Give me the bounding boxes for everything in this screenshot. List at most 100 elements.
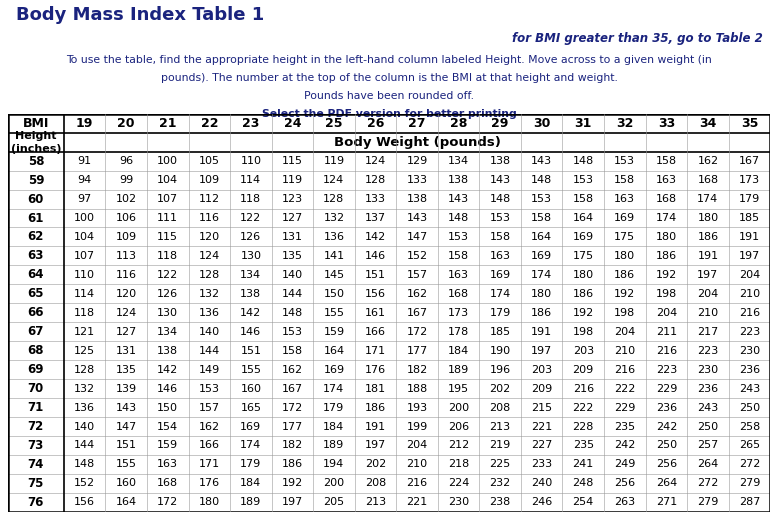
Text: 271: 271 — [656, 497, 677, 507]
Text: Body Mass Index Table 1: Body Mass Index Table 1 — [16, 6, 264, 24]
Text: 221: 221 — [406, 497, 428, 507]
Text: 134: 134 — [240, 270, 261, 280]
Text: 224: 224 — [448, 478, 469, 489]
Text: 138: 138 — [406, 194, 428, 204]
Text: 143: 143 — [531, 156, 552, 166]
Text: 69: 69 — [27, 363, 44, 376]
Text: 163: 163 — [448, 270, 469, 280]
Text: 185: 185 — [739, 213, 760, 223]
Text: 140: 140 — [198, 327, 220, 337]
Text: 127: 127 — [116, 327, 137, 337]
Text: 221: 221 — [531, 421, 552, 432]
Text: 145: 145 — [324, 270, 345, 280]
Text: 166: 166 — [199, 440, 220, 450]
Text: 199: 199 — [406, 421, 428, 432]
Text: Select the PDF version for better printing: Select the PDF version for better printi… — [261, 109, 517, 119]
Text: 238: 238 — [489, 497, 511, 507]
Text: 107: 107 — [157, 194, 178, 204]
Text: 250: 250 — [656, 440, 677, 450]
Text: 172: 172 — [157, 497, 178, 507]
Text: 256: 256 — [615, 478, 636, 489]
Text: 119: 119 — [324, 156, 345, 166]
Text: 215: 215 — [531, 403, 552, 413]
Text: 160: 160 — [116, 478, 137, 489]
Text: 20: 20 — [117, 117, 135, 130]
Text: 180: 180 — [198, 497, 220, 507]
Text: 138: 138 — [489, 156, 510, 166]
Text: 206: 206 — [448, 421, 469, 432]
Text: 249: 249 — [614, 460, 636, 469]
Text: 223: 223 — [697, 346, 719, 356]
Text: 208: 208 — [489, 403, 511, 413]
Text: 162: 162 — [282, 364, 303, 375]
Text: 142: 142 — [240, 308, 261, 318]
Text: 203: 203 — [531, 364, 552, 375]
Text: 151: 151 — [240, 346, 261, 356]
Text: 153: 153 — [531, 194, 552, 204]
Text: 177: 177 — [282, 421, 303, 432]
Text: 265: 265 — [739, 440, 760, 450]
Text: 128: 128 — [324, 194, 345, 204]
Text: 180: 180 — [573, 270, 594, 280]
Text: 153: 153 — [573, 175, 594, 185]
Text: 229: 229 — [656, 384, 677, 393]
Text: 155: 155 — [240, 364, 261, 375]
Text: 153: 153 — [282, 327, 303, 337]
Text: 157: 157 — [198, 403, 220, 413]
Text: 152: 152 — [74, 478, 95, 489]
Text: 138: 138 — [240, 289, 261, 299]
Text: 147: 147 — [406, 232, 428, 242]
Text: 182: 182 — [282, 440, 303, 450]
Text: 272: 272 — [697, 478, 719, 489]
Text: 217: 217 — [697, 327, 719, 337]
Text: 193: 193 — [406, 403, 428, 413]
Text: 135: 135 — [116, 364, 137, 375]
Text: 116: 116 — [116, 270, 137, 280]
Text: 22: 22 — [201, 117, 218, 130]
Text: 248: 248 — [573, 478, 594, 489]
Text: 198: 198 — [573, 327, 594, 337]
Text: 150: 150 — [324, 289, 345, 299]
Text: 236: 236 — [739, 364, 760, 375]
Text: 63: 63 — [28, 249, 44, 263]
Text: 150: 150 — [157, 403, 178, 413]
Text: 184: 184 — [448, 346, 469, 356]
Text: 204: 204 — [406, 440, 428, 450]
Text: 227: 227 — [531, 440, 552, 450]
Text: 132: 132 — [324, 213, 345, 223]
Text: 181: 181 — [365, 384, 386, 393]
Text: 279: 279 — [697, 497, 719, 507]
Text: 143: 143 — [489, 175, 510, 185]
Text: 168: 168 — [448, 289, 469, 299]
Text: 132: 132 — [198, 289, 220, 299]
Text: 172: 172 — [406, 327, 428, 337]
Text: 174: 174 — [656, 213, 677, 223]
Text: 169: 169 — [531, 251, 552, 261]
Text: 75: 75 — [28, 477, 44, 490]
Text: 131: 131 — [116, 346, 137, 356]
Text: 130: 130 — [157, 308, 178, 318]
Text: 162: 162 — [406, 289, 428, 299]
Text: 72: 72 — [28, 420, 44, 433]
Text: 163: 163 — [157, 460, 178, 469]
Text: 160: 160 — [240, 384, 261, 393]
Text: 250: 250 — [697, 421, 718, 432]
Text: 186: 186 — [365, 403, 386, 413]
Text: 118: 118 — [240, 194, 261, 204]
Text: 164: 164 — [116, 497, 137, 507]
Text: 139: 139 — [116, 384, 137, 393]
Text: 236: 236 — [656, 403, 677, 413]
Text: 128: 128 — [74, 364, 95, 375]
Text: 132: 132 — [74, 384, 95, 393]
Text: 61: 61 — [28, 211, 44, 224]
Text: 177: 177 — [406, 346, 428, 356]
Text: 97: 97 — [78, 194, 92, 204]
Text: 210: 210 — [739, 289, 760, 299]
Text: 65: 65 — [27, 287, 44, 300]
Text: 119: 119 — [282, 175, 303, 185]
Text: 104: 104 — [157, 175, 178, 185]
Text: To use the table, find the appropriate height in the left-hand column labeled He: To use the table, find the appropriate h… — [66, 55, 712, 65]
Text: 258: 258 — [739, 421, 760, 432]
Text: 197: 197 — [697, 270, 719, 280]
Text: 58: 58 — [27, 155, 44, 168]
